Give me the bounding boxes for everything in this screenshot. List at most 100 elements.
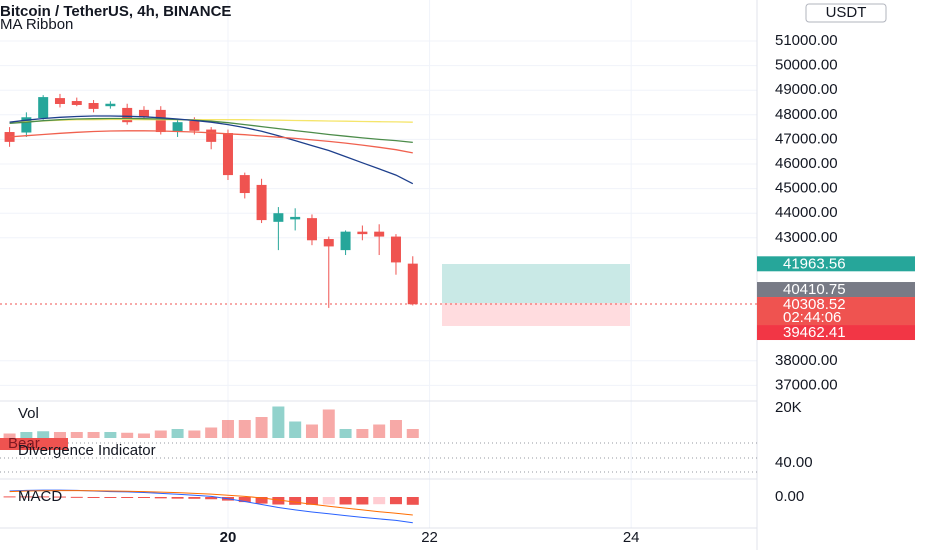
volume-bar	[3, 433, 16, 438]
chart-title: Bitcoin / TetherUS, 4h, BINANCE	[0, 3, 231, 20]
price-tag	[757, 325, 915, 341]
candle-body	[88, 103, 99, 109]
candle-body	[122, 107, 133, 123]
candle-body	[189, 120, 200, 131]
indicator-name: MA Ribbon	[0, 16, 73, 33]
candle-body	[390, 236, 401, 263]
price-tag	[757, 256, 915, 272]
candle-body	[357, 231, 368, 235]
candle-body	[138, 109, 149, 118]
currency[interactable]: USDT	[826, 4, 867, 21]
price-tag-label: 39462.41	[783, 324, 846, 341]
macd-histogram	[373, 497, 386, 505]
candle-body	[155, 109, 166, 133]
price-tag-label: 40410.75	[783, 281, 846, 298]
macd-histogram	[272, 497, 285, 505]
volume-bar	[20, 432, 33, 438]
candle-body	[340, 231, 351, 251]
volume-bar	[272, 406, 285, 438]
pane-title: Vol	[18, 405, 39, 422]
volume-bar	[137, 433, 150, 438]
volume-bar	[205, 427, 218, 438]
macd-histogram	[3, 496, 16, 498]
volume-bar	[121, 432, 134, 438]
candle-body	[222, 133, 233, 176]
currency-box[interactable]	[805, 3, 887, 23]
macd-histogram	[37, 496, 50, 498]
candle-body	[105, 103, 116, 107]
candle-body	[38, 97, 49, 119]
candle-body	[4, 132, 15, 142]
candle-body	[323, 239, 334, 247]
volume-bar	[171, 429, 184, 438]
moving-average	[9, 130, 413, 154]
macd-histogram	[356, 497, 369, 505]
volume-bar	[322, 409, 335, 438]
y-tick-label: 50000.00	[775, 57, 838, 74]
macd-histogram	[289, 497, 302, 505]
macd-histogram	[205, 497, 218, 500]
macd-histogram	[137, 497, 150, 498]
macd-histogram	[322, 497, 335, 505]
long-position-stop[interactable]	[442, 303, 630, 326]
macd-histogram	[406, 497, 419, 505]
moving-average	[9, 117, 413, 144]
moving-average	[9, 115, 414, 185]
macd-histogram	[188, 497, 201, 499]
volume-bar	[406, 429, 419, 438]
y-tick-label: 48000.00	[775, 106, 838, 123]
volume-bar	[238, 420, 251, 438]
candle-body	[273, 213, 284, 222]
y-tick-label: 51000.00	[775, 32, 838, 49]
macd-histogram	[53, 496, 66, 498]
y-tick-label: 47000.00	[775, 130, 838, 147]
long-position-target[interactable]	[442, 264, 630, 303]
macd-histogram	[121, 497, 134, 498]
macd-line	[9, 490, 413, 516]
moving-average	[9, 118, 413, 123]
x-tick-label: 22	[421, 529, 438, 546]
volume-bar	[339, 429, 352, 438]
macd-histogram	[154, 497, 167, 499]
volume-bar	[70, 432, 83, 438]
candle-body	[290, 216, 301, 220]
grid	[0, 0, 757, 528]
volume-bar	[104, 432, 117, 438]
macd-histogram	[20, 496, 33, 498]
y-tick-label: 0.00	[775, 488, 804, 505]
volume-bar	[53, 432, 66, 438]
volume-bar	[37, 431, 50, 438]
y-tick-label: 44000.00	[775, 204, 838, 221]
candle-body	[256, 184, 267, 221]
y-tick-label: 49000.00	[775, 81, 838, 98]
y-tick-label: 40.00	[775, 454, 813, 471]
signal-label: Bear	[8, 435, 40, 452]
volume-bar	[356, 429, 369, 438]
candle-body	[71, 101, 82, 105]
macd-histogram	[238, 497, 251, 503]
x-tick-label: 20	[220, 529, 237, 546]
volume-bar	[87, 432, 100, 438]
pane-title: MACD	[18, 488, 62, 505]
x-tick-label: 24	[623, 529, 640, 546]
y-tick-label: 37000.00	[775, 376, 838, 393]
macd-histogram	[339, 497, 352, 505]
price-tag-label: 40308.52	[783, 296, 846, 313]
candle-body	[407, 263, 418, 305]
macd-histogram	[255, 497, 268, 504]
candle-body	[306, 218, 317, 241]
countdown: 02:44:06	[783, 309, 841, 326]
macd-histogram	[389, 497, 402, 505]
candle-body	[172, 122, 183, 133]
macd-histogram	[305, 497, 318, 505]
signal-label-bg	[0, 438, 68, 450]
macd-histogram	[171, 497, 184, 499]
candle-body	[239, 175, 250, 194]
volume-bar	[373, 424, 386, 438]
candle-body	[206, 129, 217, 142]
y-tick-label: 38000.00	[775, 352, 838, 369]
volume-bar	[154, 430, 167, 438]
y-tick-label: 20K	[775, 399, 802, 416]
volume-bar	[255, 417, 268, 438]
